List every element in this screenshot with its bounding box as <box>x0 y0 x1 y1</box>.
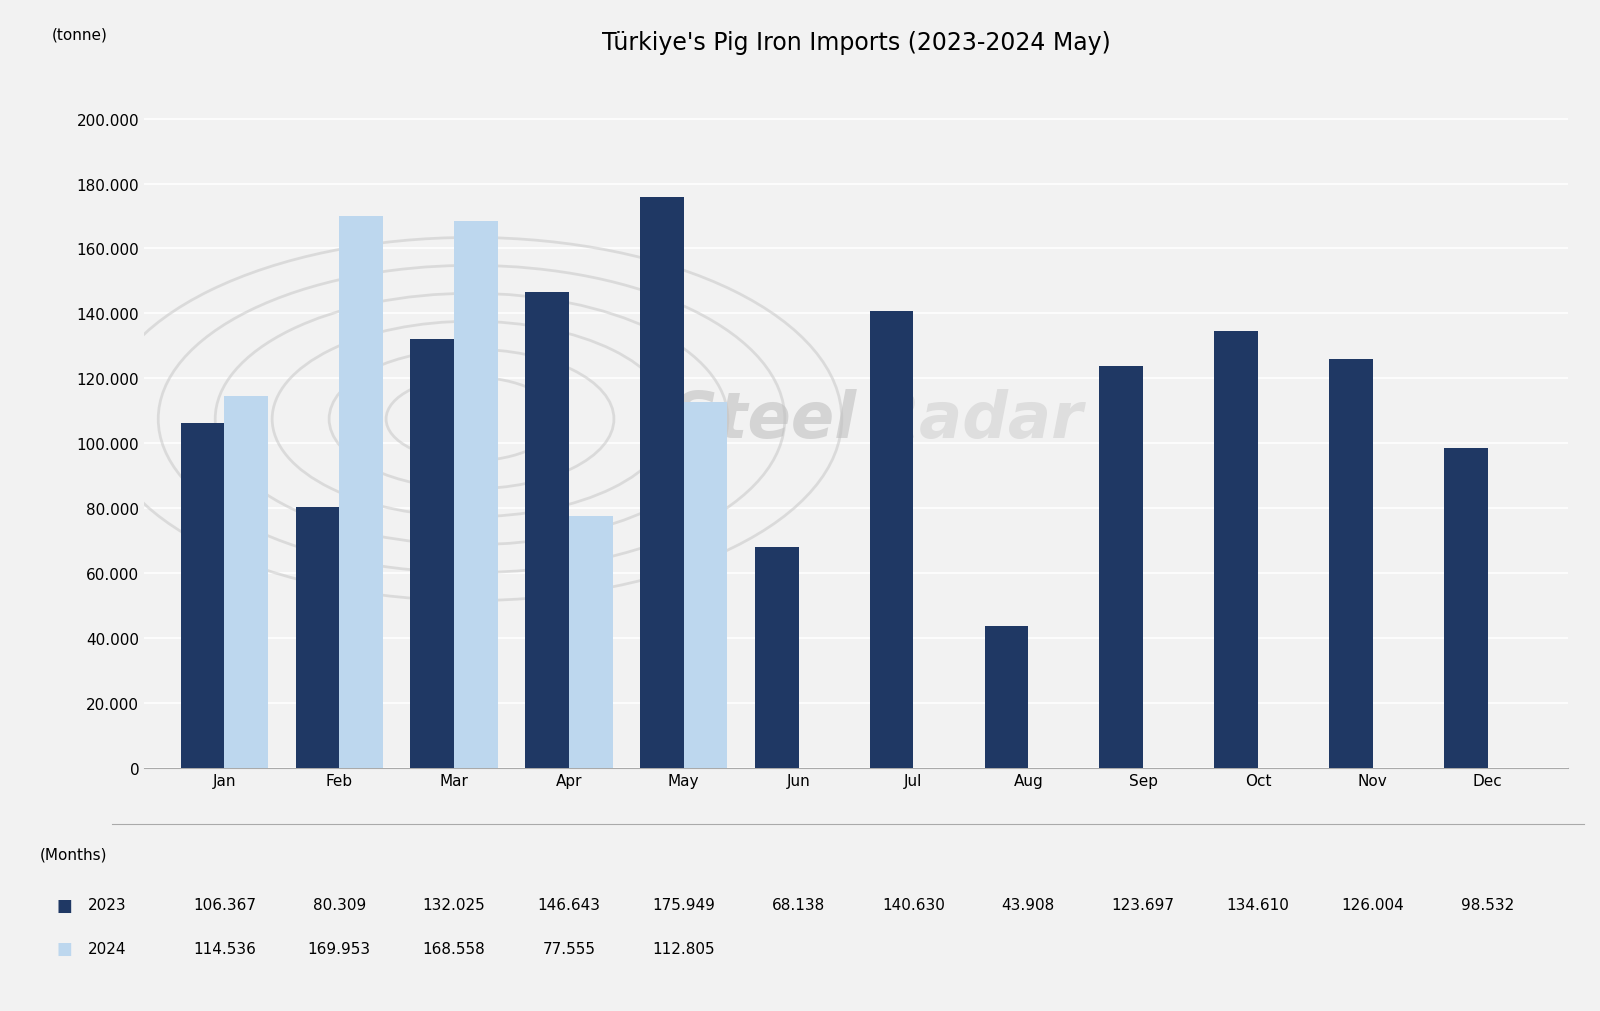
Text: 169.953: 169.953 <box>307 941 371 955</box>
Bar <box>1099 367 1142 768</box>
Text: 106.367: 106.367 <box>194 898 256 912</box>
Bar <box>411 340 454 768</box>
Text: Steel: Steel <box>670 388 856 451</box>
Bar <box>296 508 339 768</box>
Text: 43.908: 43.908 <box>1002 898 1054 912</box>
Text: 168.558: 168.558 <box>422 941 485 955</box>
Text: ■: ■ <box>56 939 72 957</box>
Bar <box>1214 332 1258 768</box>
Text: 126.004: 126.004 <box>1341 898 1405 912</box>
Bar <box>224 396 269 768</box>
Bar <box>525 292 570 768</box>
Text: 175.949: 175.949 <box>653 898 715 912</box>
Text: 140.630: 140.630 <box>882 898 946 912</box>
Text: 114.536: 114.536 <box>194 941 256 955</box>
Bar <box>570 517 613 768</box>
Bar <box>454 221 498 768</box>
Text: 132.025: 132.025 <box>422 898 485 912</box>
Text: 2023: 2023 <box>88 898 126 912</box>
Text: 2024: 2024 <box>88 941 126 955</box>
Text: ■: ■ <box>56 896 72 914</box>
Bar <box>1443 449 1488 768</box>
Bar <box>1330 360 1373 768</box>
Bar <box>640 197 683 768</box>
Bar <box>755 547 798 768</box>
Text: 123.697: 123.697 <box>1112 898 1174 912</box>
Text: 68.138: 68.138 <box>771 898 826 912</box>
Bar <box>683 402 728 768</box>
Bar <box>339 217 382 768</box>
Text: Radar: Radar <box>870 388 1083 451</box>
Bar <box>181 424 224 768</box>
Bar <box>984 626 1029 768</box>
Text: 146.643: 146.643 <box>538 898 600 912</box>
Title: Türkiye's Pig Iron Imports (2023-2024 May): Türkiye's Pig Iron Imports (2023-2024 Ma… <box>602 31 1110 55</box>
Text: 134.610: 134.610 <box>1227 898 1290 912</box>
Text: (tonne): (tonne) <box>51 28 107 42</box>
Text: 77.555: 77.555 <box>542 941 595 955</box>
Text: 98.532: 98.532 <box>1461 898 1514 912</box>
Text: 112.805: 112.805 <box>653 941 715 955</box>
Bar <box>870 312 914 768</box>
Text: 80.309: 80.309 <box>312 898 366 912</box>
Text: (Months): (Months) <box>40 847 107 861</box>
